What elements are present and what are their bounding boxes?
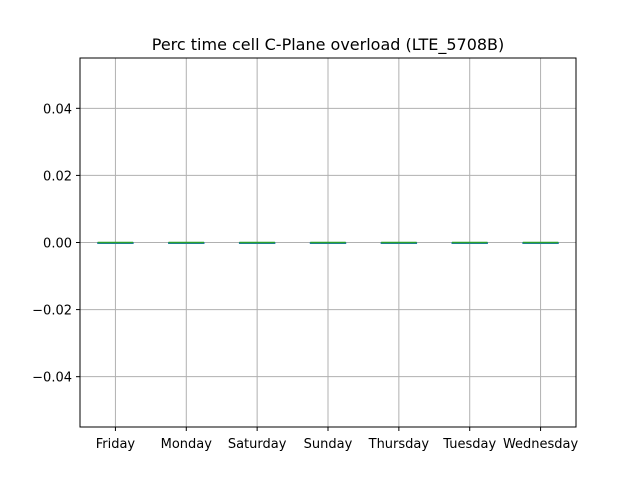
y-tick-label: 0.02	[43, 169, 72, 184]
box-saturday	[238, 241, 276, 244]
box-thursday	[380, 241, 418, 244]
x-tick-label: Wednesday	[503, 437, 579, 452]
x-tick-label: Sunday	[304, 437, 353, 452]
x-tick-label: Monday	[161, 437, 213, 452]
x-axis-ticks: Friday Monday Saturday Sunday Thursday Tuesda…	[96, 427, 579, 452]
x-tick-label: Saturday	[228, 437, 287, 452]
box-tuesday	[451, 241, 488, 244]
box-monday	[168, 241, 205, 244]
chart-title: Perc time cell C-Plane overload (LTE_570…	[152, 35, 505, 55]
box-wednesday	[522, 241, 559, 244]
y-tick-label: 0.04	[43, 102, 72, 117]
x-tick-label: Friday	[96, 437, 136, 452]
y-axis-ticks: −0.04 −0.02 0.00 0.02 0.04	[32, 102, 80, 386]
box-friday	[97, 241, 134, 244]
y-tick-label: −0.02	[32, 304, 72, 319]
box-sunday	[309, 241, 347, 244]
boxes-layer	[97, 241, 559, 244]
y-tick-label: 0.00	[43, 237, 72, 252]
x-tick-label: Thursday	[368, 437, 430, 452]
y-tick-label: −0.04	[32, 371, 72, 386]
x-tick-label: Tuesday	[442, 437, 496, 452]
